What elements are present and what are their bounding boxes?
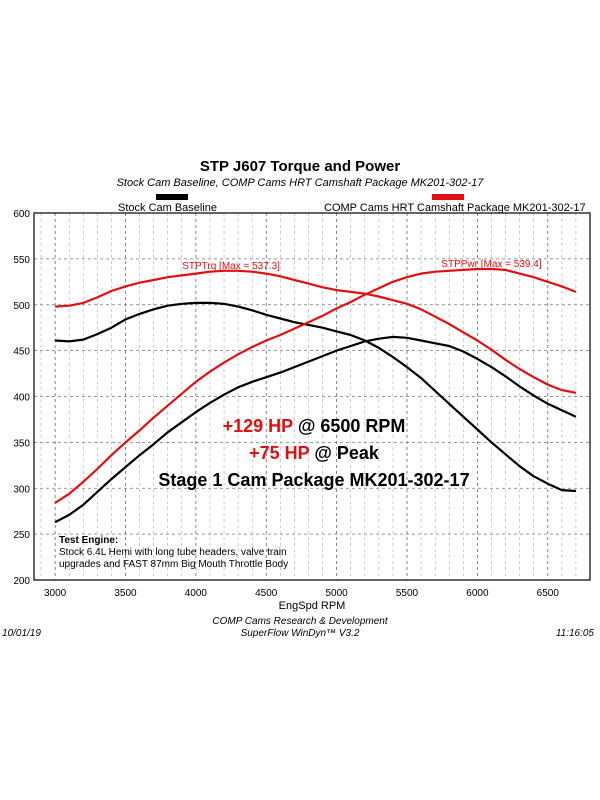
series-line-2 bbox=[54, 335, 577, 524]
callout-1-part-0: +75 HP bbox=[249, 443, 310, 463]
x-tick-label-3000: 3000 bbox=[44, 588, 67, 599]
footer-line2: SuperFlow WinDyn™ V3.2 bbox=[240, 628, 360, 639]
y-tick-label-500: 500 bbox=[13, 301, 30, 312]
y-tick-label-300: 300 bbox=[13, 484, 30, 495]
x-tick-label-5500: 5500 bbox=[396, 588, 419, 599]
y-axis-ticks: 200 250 300 350 400 450 500 550 600 bbox=[13, 209, 30, 587]
x-axis-ticks: 3000 3500 4000 4500 5000 5500 6000 6500 bbox=[44, 588, 559, 599]
series-lines bbox=[54, 267, 577, 524]
legend-label-stock: Stock Cam Baseline bbox=[118, 202, 218, 214]
x-tick-label-6500: 6500 bbox=[537, 588, 560, 599]
legend-label-comp: COMP Cams HRT Camshaft Package MK201-302… bbox=[324, 202, 586, 214]
y-tick-label-450: 450 bbox=[13, 347, 30, 358]
series-line-1 bbox=[55, 269, 577, 394]
test-engine-heading: Test Engine: bbox=[59, 535, 118, 546]
y-tick-label-600: 600 bbox=[13, 209, 30, 220]
legend-swatch-stock bbox=[156, 194, 188, 200]
footer-time: 11:16:05 bbox=[555, 628, 594, 639]
annotation-0: STPTrq [Max = 537.3] bbox=[182, 261, 280, 272]
callout-2: Stage 1 Cam Package MK201-302-17 bbox=[158, 470, 469, 490]
series-line-0 bbox=[55, 301, 576, 493]
y-tick-label-250: 250 bbox=[13, 530, 30, 541]
x-axis-label: EngSpd RPM bbox=[279, 600, 346, 612]
y-tick-label-200: 200 bbox=[13, 576, 30, 587]
callout-0: +129 HP @ 6500 RPM bbox=[223, 416, 406, 436]
callout-0-part-1: @ 6500 RPM bbox=[293, 416, 406, 436]
y-tick-label-400: 400 bbox=[13, 393, 30, 404]
x-tick-label-4000: 4000 bbox=[185, 588, 208, 599]
x-tick-label-5000: 5000 bbox=[326, 588, 349, 599]
plot-frame bbox=[33, 212, 591, 581]
footer-date: 10/01/19 bbox=[2, 628, 41, 639]
callouts: +129 HP @ 6500 RPM +75 HP @ Peak Stage 1 C… bbox=[158, 416, 469, 490]
callout-0-part-0: +129 HP bbox=[223, 416, 294, 436]
chart-title: STP J607 Torque and Power bbox=[199, 158, 401, 175]
annotation-1: STPPwr [Max = 539.4] bbox=[441, 259, 542, 270]
callout-1: +75 HP @ Peak bbox=[249, 443, 380, 463]
test-engine-line-1: upgrades and FAST 87mm Big Mouth Throttl… bbox=[59, 559, 288, 570]
callout-1-part-1: @ Peak bbox=[309, 443, 380, 463]
annotations: STPTrq [Max = 537.3] STPPwr [Max = 539.4] bbox=[182, 259, 542, 272]
test-engine-note: Test Engine:Stock 6.4L Hemi with long tu… bbox=[59, 535, 288, 570]
legend-swatch-comp bbox=[432, 194, 464, 200]
chart-subtitle: Stock Cam Baseline, COMP Cams HRT Camsha… bbox=[116, 177, 484, 189]
series-line-3 bbox=[54, 267, 577, 504]
y-tick-label-550: 550 bbox=[13, 255, 30, 266]
y-tick-label-350: 350 bbox=[13, 438, 30, 449]
x-tick-label-3500: 3500 bbox=[114, 588, 137, 599]
x-tick-label-4500: 4500 bbox=[255, 588, 278, 599]
footer-line1: COMP Cams Research & Development bbox=[212, 616, 388, 627]
callout-2-part-0: Stage 1 Cam Package MK201-302-17 bbox=[158, 470, 469, 490]
x-tick-label-6000: 6000 bbox=[466, 588, 489, 599]
test-engine-line-0: Stock 6.4L Hemi with long tube headers, … bbox=[59, 547, 287, 558]
